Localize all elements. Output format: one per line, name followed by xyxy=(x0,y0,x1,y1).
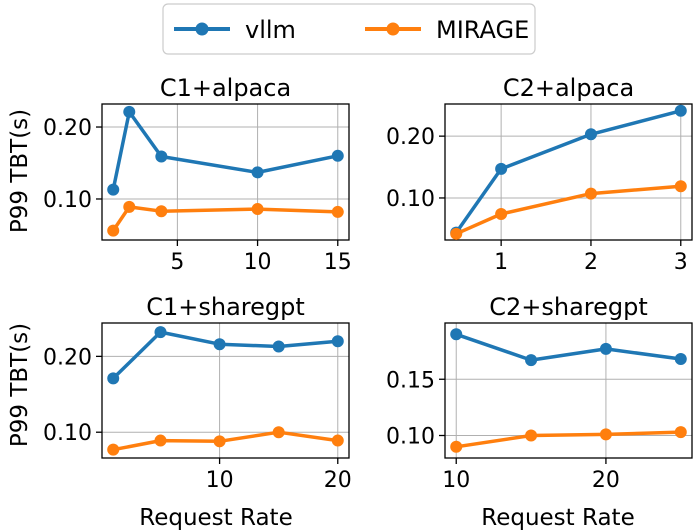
x-tick-label: 10 xyxy=(206,468,234,493)
data-point-mirage xyxy=(272,426,285,439)
data-point-vllm xyxy=(674,104,687,117)
data-point-mirage xyxy=(251,203,264,216)
plot-frame xyxy=(101,322,350,459)
series-line-vllm xyxy=(111,330,338,380)
data-point-mirage xyxy=(495,208,508,221)
y-tick-label: 0.20 xyxy=(43,345,92,370)
x-tick-label: 2 xyxy=(584,250,598,275)
legend-marker-vllm xyxy=(195,22,209,36)
legend-entry-vllm: vllm xyxy=(174,16,296,44)
data-point-vllm xyxy=(584,128,597,141)
plot-frame xyxy=(444,103,693,241)
data-point-vllm xyxy=(450,328,463,341)
x-tick-label: 10 xyxy=(244,250,272,275)
x-axis-label-right: Request Rate xyxy=(481,505,634,531)
data-point-mirage xyxy=(331,205,344,218)
y-tick-label: 0.10 xyxy=(386,187,435,212)
data-point-mirage xyxy=(107,224,120,237)
x-tick-label: 5 xyxy=(170,250,184,275)
data-point-vllm xyxy=(599,342,612,355)
data-point-mirage xyxy=(674,426,687,439)
data-point-vllm xyxy=(272,340,285,353)
data-point-mirage xyxy=(450,227,463,240)
series-line-mirage xyxy=(455,184,681,236)
x-tick-label: 20 xyxy=(592,468,620,493)
legend-marker-mirage xyxy=(386,22,400,36)
data-point-mirage xyxy=(107,443,120,456)
data-point-mirage xyxy=(584,187,597,200)
data-point-vllm xyxy=(495,162,508,175)
y-axis-label-top: P99 TBT(s) xyxy=(7,109,33,233)
panel-c2-sharegpt: 10 20 0.10 0.15 C2+sharegpt xyxy=(386,293,693,493)
x-tick-label: 15 xyxy=(324,250,352,275)
data-point-vllm xyxy=(107,372,120,385)
data-point-vllm xyxy=(213,338,226,351)
legend-label-vllm: vllm xyxy=(245,16,296,44)
panel-title: C1+alpaca xyxy=(160,74,291,102)
panel-title: C2+alpaca xyxy=(503,74,634,102)
series-line-vllm xyxy=(455,332,682,362)
data-point-vllm xyxy=(154,326,167,339)
data-point-mirage xyxy=(525,429,538,442)
data-point-mirage xyxy=(599,428,612,441)
data-point-vllm xyxy=(525,354,538,367)
y-tick-label: 0.20 xyxy=(386,125,435,150)
data-point-vllm xyxy=(331,335,344,348)
data-point-mirage xyxy=(155,205,168,218)
x-tick-label: 10 xyxy=(442,468,470,493)
data-point-mirage xyxy=(213,435,226,448)
legend: vllm MIRAGE xyxy=(162,3,536,55)
data-point-vllm xyxy=(331,149,344,162)
data-point-mirage xyxy=(154,434,167,447)
panel-c1-alpaca: 5 10 15 0.10 0.20 C1+alpaca xyxy=(43,74,352,275)
x-tick-label: 1 xyxy=(494,250,508,275)
y-axis-label-bottom: P99 TBT(s) xyxy=(7,323,33,447)
data-point-mirage xyxy=(123,200,136,213)
data-point-mirage xyxy=(674,180,687,193)
panel-c1-sharegpt: 10 20 0.10 0.20 C1+sharegpt xyxy=(43,293,352,493)
data-point-vllm xyxy=(123,105,136,118)
legend-label-mirage: MIRAGE xyxy=(436,16,529,44)
plot-frame xyxy=(101,103,350,241)
series-line-mirage xyxy=(455,430,681,449)
data-point-mirage xyxy=(331,434,344,447)
data-point-vllm xyxy=(107,183,120,196)
legend-frame xyxy=(162,3,536,55)
series-line-vllm xyxy=(111,110,339,190)
data-point-mirage xyxy=(450,440,463,453)
panel-title: C2+sharegpt xyxy=(489,293,648,321)
data-point-vllm xyxy=(251,166,264,179)
panel-c2-alpaca: 1 2 3 0.10 0.20 C2+alpaca xyxy=(386,74,693,275)
plot-frame xyxy=(444,322,693,459)
legend-entry-mirage: MIRAGE xyxy=(365,16,529,44)
data-point-vllm xyxy=(674,353,687,365)
x-axis-label-left: Request Rate xyxy=(139,505,292,531)
x-tick-label: 20 xyxy=(324,468,352,493)
y-tick-label: 0.10 xyxy=(43,188,92,213)
y-tick-label: 0.20 xyxy=(43,116,92,141)
y-tick-label: 0.10 xyxy=(43,421,92,446)
data-point-vllm xyxy=(155,150,168,163)
y-tick-label: 0.15 xyxy=(386,368,435,393)
y-tick-label: 0.10 xyxy=(386,425,435,450)
series-line-mirage xyxy=(111,205,338,232)
x-tick-label: 3 xyxy=(674,250,688,275)
panel-title: C1+sharegpt xyxy=(146,293,305,321)
series-line-vllm xyxy=(454,109,682,234)
